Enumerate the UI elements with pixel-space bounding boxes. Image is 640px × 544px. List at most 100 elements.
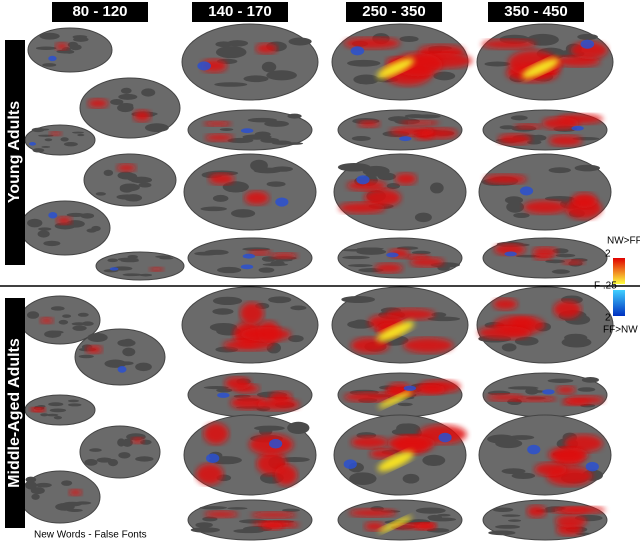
sulcus <box>81 321 94 326</box>
brain-maps <box>19 23 614 541</box>
sulcus <box>511 472 536 480</box>
brain <box>187 109 313 151</box>
deactivation <box>197 61 211 71</box>
brain <box>482 372 608 418</box>
sulcus <box>135 362 152 372</box>
sulcus <box>437 265 450 271</box>
sulcus <box>30 487 45 495</box>
sulcus <box>202 516 218 522</box>
sulcus <box>60 137 69 142</box>
colorbar-negative <box>613 290 625 316</box>
deactivation <box>438 432 452 443</box>
sulcus <box>430 182 444 194</box>
sulcus <box>141 88 156 97</box>
sulcus <box>349 472 377 486</box>
sulcus <box>262 263 288 267</box>
deactivation <box>356 175 370 185</box>
activation <box>116 164 137 172</box>
brain <box>83 153 177 207</box>
sulcus <box>120 87 132 94</box>
brain <box>74 328 166 386</box>
sulcus <box>501 343 517 352</box>
column-header-box <box>346 2 442 22</box>
deactivation <box>571 125 584 131</box>
activation <box>222 339 274 351</box>
brain <box>19 295 101 345</box>
activation <box>399 120 440 126</box>
brain <box>478 153 612 231</box>
sulcus <box>25 476 37 483</box>
deactivation <box>269 438 283 449</box>
sulcus <box>203 385 229 390</box>
sulcus <box>66 212 85 218</box>
sulcus <box>386 183 400 190</box>
activation <box>564 395 604 405</box>
sulcus <box>40 413 49 417</box>
activation <box>364 188 401 207</box>
brain <box>337 372 463 418</box>
activation <box>416 522 437 530</box>
sulcus <box>506 201 525 213</box>
sulcus <box>122 273 142 277</box>
sulcus <box>56 49 74 54</box>
activation <box>256 398 300 411</box>
activation <box>343 392 395 402</box>
activation <box>389 127 436 137</box>
activation-peak <box>378 391 413 409</box>
cortex <box>79 425 161 479</box>
sulcus <box>215 46 247 59</box>
sulcus <box>551 269 570 274</box>
sulcus <box>25 481 37 490</box>
sulcus <box>548 167 571 174</box>
sulcus <box>86 228 97 233</box>
sulcus <box>413 114 441 119</box>
activation <box>31 407 46 413</box>
activation <box>571 192 597 209</box>
sulcus <box>200 206 227 212</box>
sulcus <box>287 113 302 119</box>
activation <box>55 42 69 51</box>
sulcus <box>204 249 229 255</box>
sulcus <box>243 75 269 83</box>
sulcus <box>72 325 87 331</box>
sulcus <box>26 311 40 319</box>
deactivation <box>242 253 256 259</box>
sulcus <box>42 63 57 67</box>
sulcus <box>513 212 530 219</box>
sulcus <box>348 264 373 267</box>
sulcus <box>80 213 95 219</box>
activation <box>270 252 298 259</box>
sulcus <box>250 159 268 172</box>
colorbar-label: 2 <box>605 313 611 324</box>
sulcus <box>564 333 588 342</box>
sulcus <box>545 259 565 264</box>
cortex <box>181 23 319 101</box>
sulcus <box>117 339 136 347</box>
brain <box>183 414 317 496</box>
sulcus <box>118 93 138 100</box>
sulcus <box>118 452 131 459</box>
activation-peak <box>521 58 560 79</box>
brain <box>476 286 614 364</box>
sulcus <box>119 102 134 108</box>
sulcus <box>199 506 228 510</box>
row-label: Young Adults <box>6 101 23 203</box>
deactivation <box>580 39 595 49</box>
deactivation <box>386 252 399 258</box>
deactivation <box>585 461 599 472</box>
sulcus <box>397 402 413 407</box>
activation <box>255 43 278 54</box>
sulcus <box>227 507 248 510</box>
sulcus <box>35 482 52 488</box>
activation <box>338 202 386 214</box>
sulcus <box>488 530 516 536</box>
sulcus <box>495 524 521 529</box>
sulcus <box>222 181 249 193</box>
sulcus <box>411 250 431 255</box>
brain <box>181 23 319 101</box>
sulcus <box>504 196 524 205</box>
sulcus <box>216 266 242 274</box>
sulcus <box>261 61 277 73</box>
deactivation <box>48 55 57 62</box>
brain <box>181 286 319 364</box>
